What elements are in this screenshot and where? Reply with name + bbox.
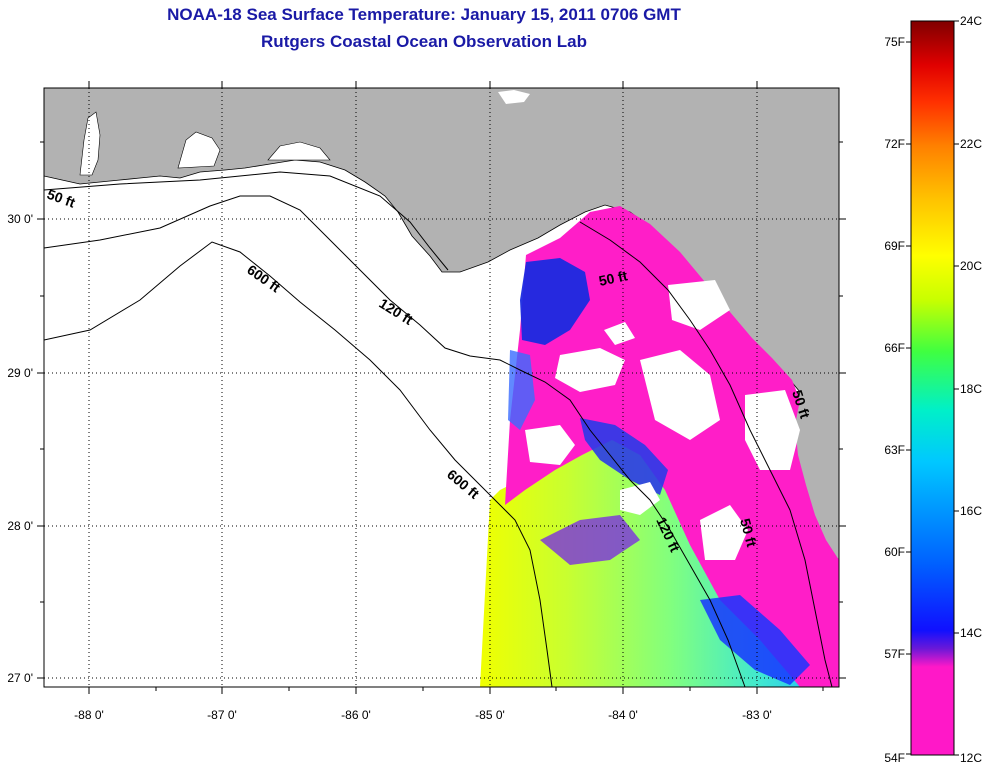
map-title: NOAA-18 Sea Surface Temperature: January… [167,5,681,24]
sst-blue-patch [580,418,668,495]
celsius-label: 14C [960,626,982,640]
fahrenheit-label: 60F [884,545,905,559]
celsius-label: 12C [960,751,982,765]
longitude-label: -85 0' [475,708,505,722]
cloud-gap [620,482,660,515]
longitude-label: -86 0' [341,708,371,722]
cloud-gap [604,322,635,345]
longitude-label: -83 0' [742,708,772,722]
temperature-colorbar: 75F 72F 69F 66F 63F 60F 57F 54F 24C 22C … [884,14,982,765]
bay-inlet [177,131,221,169]
cloud-gap [525,425,575,465]
contour-label: 50 ft [737,517,760,549]
sst-swath [480,206,839,687]
contour-label: 50 ft [597,267,629,289]
bathymetry-contours [44,171,833,687]
map-subtitle: Rutgers Coastal Ocean Observation Lab [261,32,587,51]
fahrenheit-label: 57F [884,647,905,661]
sst-blue-patch [520,258,590,345]
sst-blue-patch [700,595,810,685]
bay-inlet [267,141,331,161]
longitude-label: -87 0' [207,708,237,722]
axis-ticks [37,81,846,694]
celsius-label: 24C [960,14,982,28]
contour-600ft [44,241,553,687]
graticule [44,88,839,687]
map-panel: 50 ft 50 ft 120 ft 600 ft 600 ft 120 ft … [7,81,846,722]
fahrenheit-label: 72F [884,137,905,151]
bay-inlet [79,111,101,176]
sst-cold-water [505,206,839,687]
fahrenheit-label: 69F [884,239,905,253]
celsius-label: 16C [960,504,982,518]
fahrenheit-label: 75F [884,35,905,49]
cloud-gap [668,280,730,330]
fahrenheit-label: 54F [884,751,905,765]
fahrenheit-label: 63F [884,443,905,457]
sst-violet-patch [540,515,640,565]
celsius-label: 22C [960,137,982,151]
colorbar-gradient [910,20,955,756]
latitude-label: 27 0' [7,671,33,685]
longitude-label: -88 0' [74,708,104,722]
celsius-label: 20C [960,259,982,273]
celsius-label: 18C [960,382,982,396]
latitude-label: 28 0' [7,519,33,533]
longitude-label: -84 0' [608,708,638,722]
latitude-label: 30 0' [7,212,33,226]
lake [498,90,530,104]
latitude-label: 29 0' [7,366,33,380]
sst-blue-patch [508,350,535,430]
map-frame [43,87,840,688]
contour-50ft [44,171,833,687]
cloud-gap [700,505,748,560]
cloud-gap [555,348,625,392]
contour-120ft [44,195,746,687]
cloud-gap [745,390,800,470]
fahrenheit-label: 66F [884,341,905,355]
colorbar-ticks [906,20,959,756]
